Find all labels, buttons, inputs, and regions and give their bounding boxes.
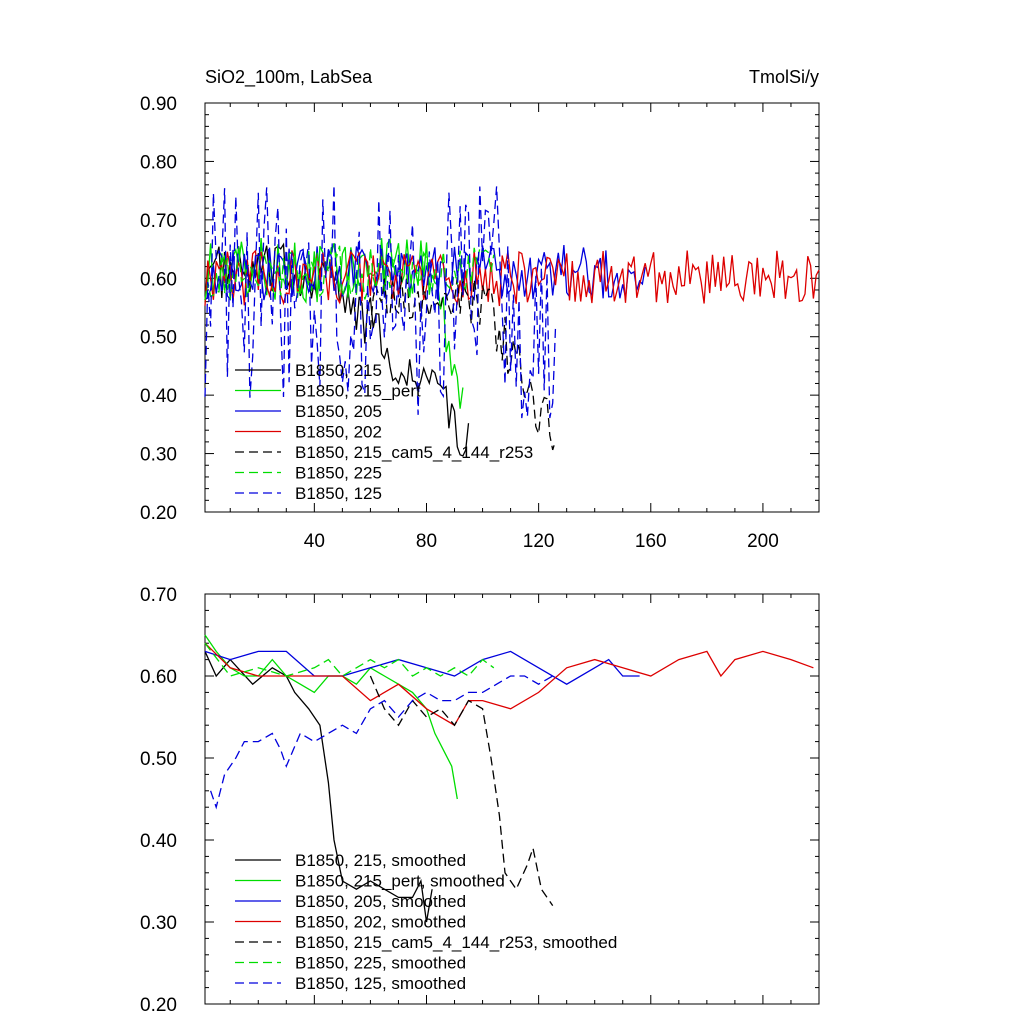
top-chart-units: TmolSi/y	[749, 67, 819, 87]
bottom-panel-frame	[204, 593, 820, 1005]
x-tick-label: 40	[304, 531, 325, 552]
series-line	[204, 244, 495, 300]
legend-label: B1850, 202	[295, 423, 382, 442]
legend-label: B1850, 205, smoothed	[295, 892, 466, 911]
series-line	[369, 675, 554, 906]
y-tick-label: 0.80	[140, 152, 177, 173]
bottom-legend: B1850, 215, smoothed B1850, 215_pert, smo…	[235, 851, 617, 993]
legend-label: B1850, 125, smoothed	[295, 974, 466, 993]
series-line	[204, 642, 495, 677]
legend-label: B1850, 215_pert, smoothed	[295, 872, 505, 891]
y-tick-label: 0.30	[140, 445, 177, 466]
legend-label: B1850, 225, smoothed	[295, 954, 466, 973]
bottom-series-lines	[204, 634, 814, 923]
y-tick-label: 0.60	[140, 269, 177, 290]
legend-label: B1850, 215_cam5_4_144_r253, smoothed	[295, 933, 617, 952]
y-tick-label: 0.20	[140, 995, 177, 1016]
x-tick-label: 80	[416, 531, 437, 552]
y-tick-label: 0.40	[140, 386, 177, 407]
legend-label: B1850, 125	[295, 484, 382, 503]
legend-label: B1850, 215, smoothed	[295, 851, 466, 870]
x-tick-label: 160	[635, 531, 667, 552]
y-tick-label: 0.60	[140, 667, 177, 688]
top-chart-title: SiO2_100m, LabSea	[205, 67, 373, 88]
top-ticks: 0.20 0.30 0.40 0.50 0.60 0.70 0.80 0.90 40 80 120 1…	[140, 94, 819, 552]
x-tick-label: 120	[523, 531, 555, 552]
top-panel-frame	[204, 102, 820, 513]
y-tick-label: 0.40	[140, 831, 177, 852]
series-line	[204, 249, 820, 307]
y-tick-label: 0.50	[140, 749, 177, 770]
x-tick-label: 200	[747, 531, 779, 552]
top-panel: SiO2_100m, LabSea TmolSi/y 0.200.300.400…	[140, 67, 820, 552]
y-tick-label: 0.70	[140, 585, 177, 606]
y-tick-label: 0.90	[140, 94, 177, 115]
y-tick-label: 0.50	[140, 328, 177, 349]
legend-label: B1850, 215_cam5_4_144_r253	[295, 443, 533, 462]
bottom-panel: 0.20 0.30 0.40 0.50 0.60 0.70 B1850, 215, smo…	[140, 585, 820, 1016]
series-line	[204, 650, 640, 685]
legend-label: B1850, 215_pert	[295, 382, 421, 401]
top-series-lines	[204, 184, 820, 457]
series-line	[204, 642, 814, 727]
legend-label: B1850, 225	[295, 464, 382, 483]
series-line	[209, 675, 554, 810]
bottom-ticks: 0.20 0.30 0.40 0.50 0.60 0.70	[140, 585, 819, 1016]
legend-label: B1850, 202, smoothed	[295, 913, 466, 932]
y-tick-label: 0.70	[140, 211, 177, 232]
y-tick-label: 0.20	[140, 503, 177, 524]
legend-label: B1850, 205	[295, 402, 382, 421]
series-line	[204, 184, 557, 419]
series-line	[204, 634, 458, 800]
y-tick-label: 0.30	[140, 913, 177, 934]
series-line	[204, 651, 433, 923]
legend-label: B1850, 215	[295, 361, 382, 380]
